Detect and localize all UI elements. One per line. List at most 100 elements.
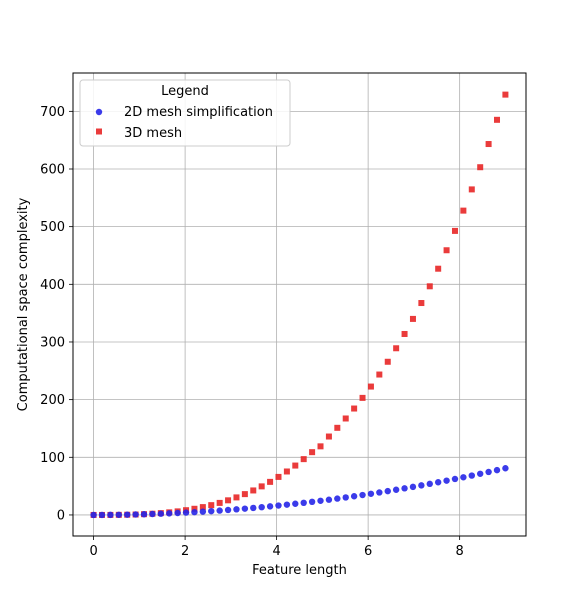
- point-2d-mesh: [208, 507, 215, 515]
- y-tick-label: 400: [40, 278, 65, 293]
- legend-title: Legend: [161, 84, 209, 99]
- point-3d-mesh: [393, 345, 400, 352]
- point-3d-mesh: [309, 449, 316, 456]
- point-3d-mesh: [283, 468, 290, 475]
- point-2d-mesh: [283, 501, 291, 508]
- y-tick-label: 200: [40, 393, 65, 408]
- point-2d-mesh: [409, 483, 417, 491]
- point-2d-mesh: [98, 511, 106, 519]
- x-axis-label: Feature length: [252, 563, 347, 578]
- point-3d-mesh: [451, 227, 458, 234]
- point-2d-mesh: [342, 494, 349, 501]
- point-2d-mesh: [493, 466, 501, 474]
- legend-label-3d: 3D mesh: [124, 126, 182, 141]
- point-2d-mesh: [418, 482, 425, 489]
- point-2d-mesh: [107, 511, 114, 519]
- point-2d-mesh: [250, 504, 257, 512]
- grid-lines: [73, 73, 526, 536]
- point-2d-mesh: [468, 472, 475, 479]
- point-2d-mesh: [191, 508, 198, 516]
- point-3d-mesh: [351, 405, 358, 412]
- point-2d-mesh: [392, 486, 400, 493]
- point-3d-mesh: [300, 456, 307, 463]
- point-2d-mesh: [132, 511, 139, 518]
- point-3d-mesh: [241, 491, 248, 498]
- y-tick-label: 300: [40, 335, 65, 350]
- x-tick-label: 4: [272, 544, 280, 559]
- point-3d-mesh: [208, 502, 215, 509]
- point-2d-mesh: [157, 510, 165, 517]
- point-2d-mesh: [199, 508, 207, 515]
- point-2d-mesh: [443, 477, 450, 484]
- point-2d-mesh: [266, 503, 274, 510]
- point-3d-mesh: [409, 315, 416, 322]
- y-tick-label: 100: [40, 451, 65, 466]
- point-2d-mesh: [90, 511, 97, 519]
- point-2d-mesh: [174, 509, 181, 517]
- point-3d-mesh: [367, 383, 374, 390]
- point-3d-mesh: [250, 487, 257, 494]
- x-tick-label: 2: [181, 544, 189, 559]
- point-2d-mesh: [149, 510, 156, 518]
- point-2d-mesh: [460, 474, 467, 481]
- point-2d-mesh: [367, 490, 375, 497]
- x-tick-label: 6: [364, 544, 372, 559]
- point-2d-mesh: [426, 480, 433, 488]
- x-tick-label: 0: [89, 544, 97, 559]
- point-3d-mesh: [376, 371, 383, 378]
- point-3d-mesh: [477, 164, 484, 171]
- point-3d-mesh: [225, 497, 232, 504]
- point-2d-mesh: [350, 493, 358, 500]
- point-2d-mesh: [233, 506, 240, 513]
- point-3d-mesh: [216, 499, 223, 506]
- point-3d-mesh: [435, 265, 442, 272]
- point-3d-mesh: [199, 504, 206, 511]
- point-2d-mesh: [434, 479, 442, 486]
- point-2d-mesh: [216, 507, 223, 514]
- point-3d-mesh: [426, 283, 433, 290]
- point-2d-mesh: [334, 495, 341, 502]
- point-3d-mesh: [485, 141, 492, 148]
- y-tick-label: 600: [40, 163, 65, 178]
- y-tick-label: 700: [40, 105, 65, 120]
- y-tick-label: 500: [40, 220, 65, 235]
- point-2d-mesh: [317, 497, 324, 504]
- point-2d-mesh: [384, 487, 391, 495]
- point-2d-mesh: [401, 485, 408, 492]
- point-3d-mesh: [384, 358, 391, 365]
- point-3d-mesh: [494, 116, 501, 123]
- point-2d-mesh: [359, 491, 366, 499]
- point-3d-mesh: [502, 91, 509, 98]
- point-3d-mesh: [292, 462, 299, 469]
- point-2d-mesh: [485, 468, 492, 476]
- point-3d-mesh: [359, 394, 366, 401]
- point-2d-mesh: [451, 475, 459, 483]
- point-2d-mesh: [166, 510, 173, 517]
- point-2d-mesh: [241, 505, 249, 512]
- legend-box: [79, 79, 291, 147]
- legend-marker-2d: [95, 108, 103, 116]
- point-2d-mesh: [124, 511, 131, 518]
- point-2d-mesh: [224, 506, 232, 514]
- point-3d-mesh: [460, 207, 467, 214]
- point-3d-mesh: [418, 300, 425, 307]
- legend-label-2d: 2D mesh simplification: [124, 105, 273, 120]
- point-3d-mesh: [233, 494, 240, 501]
- point-3d-mesh: [443, 247, 450, 254]
- point-2d-mesh: [300, 499, 307, 507]
- point-2d-mesh: [308, 498, 316, 506]
- data-points: [90, 91, 509, 519]
- y-axis-label: Computational space complexity: [16, 197, 31, 411]
- y-tick-label: 0: [57, 508, 65, 523]
- point-3d-mesh: [325, 433, 332, 440]
- plot-frame: [72, 72, 527, 537]
- point-3d-mesh: [317, 443, 324, 450]
- point-3d-mesh: [191, 505, 198, 512]
- point-2d-mesh: [258, 503, 265, 511]
- point-2d-mesh: [275, 502, 282, 509]
- point-2d-mesh: [292, 500, 299, 507]
- point-2d-mesh: [140, 511, 148, 518]
- point-2d-mesh: [502, 465, 509, 472]
- point-2d-mesh: [115, 511, 123, 518]
- axis-ticks: 0 2 4 6 8 0 100 200 300 400 500 600 700: [40, 105, 464, 559]
